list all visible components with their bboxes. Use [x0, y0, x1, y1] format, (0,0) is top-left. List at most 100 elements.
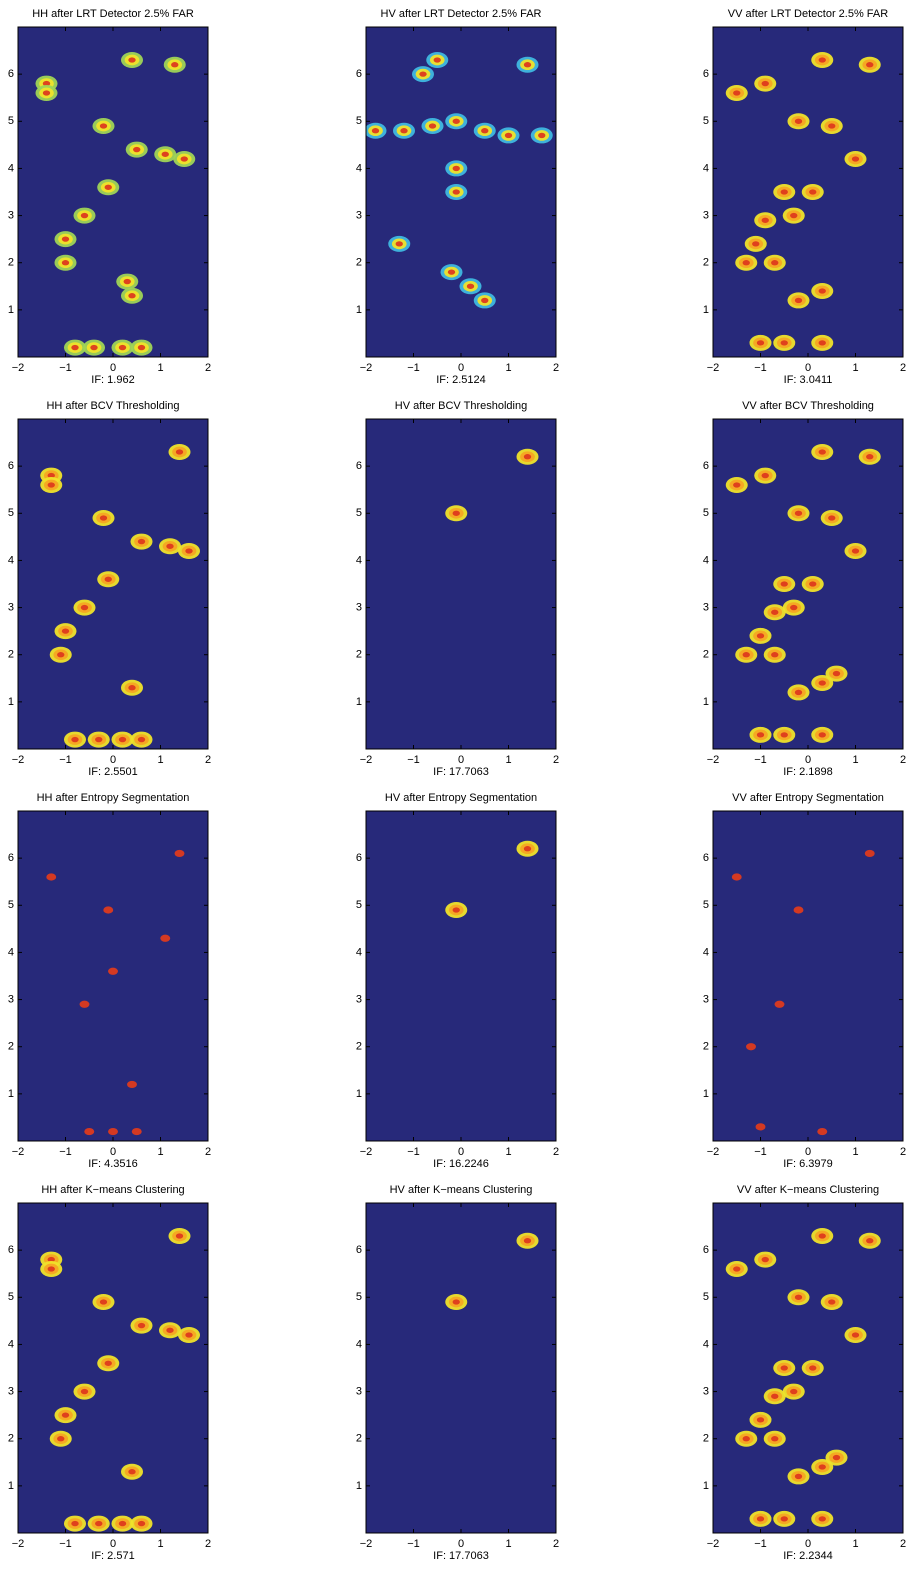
y-tick-label: 1 — [703, 696, 709, 708]
hot-spot — [453, 907, 460, 912]
x-tick-label: 2 — [205, 1538, 211, 1550]
hot-spot — [524, 62, 531, 67]
hot-spot — [819, 732, 826, 737]
hot-spot — [48, 482, 55, 487]
y-tick-label: 6 — [356, 68, 362, 80]
x-tick-label: 0 — [458, 1146, 464, 1158]
y-tick-label: 6 — [356, 460, 362, 472]
hot-spot — [138, 1323, 145, 1328]
y-tick-label: 5 — [703, 1291, 709, 1303]
panel-title: HH after BCV Thresholding — [46, 400, 179, 412]
y-tick-label: 2 — [8, 1433, 14, 1445]
hot-spot — [103, 906, 113, 913]
hot-spot — [781, 581, 788, 586]
hot-spot — [62, 236, 69, 241]
x-tick-label: −2 — [12, 1146, 25, 1158]
x-tick-label: 0 — [805, 1146, 811, 1158]
hot-spot — [819, 288, 826, 293]
hot-spot — [866, 1238, 873, 1243]
x-tick-label: −2 — [360, 1538, 373, 1550]
x-tick-label: 0 — [110, 754, 116, 766]
panel: HV after LRT Detector 2.5% FAR−2−1012123… — [356, 8, 559, 386]
x-tick-label: 0 — [458, 1538, 464, 1550]
hot-spot — [81, 213, 88, 218]
hot-spot — [743, 260, 750, 265]
y-tick-label: 3 — [703, 1385, 709, 1397]
panel-title: HV after BCV Thresholding — [395, 400, 527, 412]
hot-spot — [62, 1412, 69, 1417]
hot-spot — [781, 189, 788, 194]
x-tick-label: 1 — [505, 754, 511, 766]
plot-background — [366, 811, 556, 1141]
hot-spot — [819, 449, 826, 454]
hot-spot — [775, 1001, 785, 1008]
figure: HH after LRT Detector 2.5% FAR−2−1012123… — [0, 0, 921, 1584]
hot-spot — [95, 737, 102, 742]
hot-spot — [762, 218, 769, 223]
x-tick-label: 1 — [157, 754, 163, 766]
y-tick-label: 6 — [703, 460, 709, 472]
hot-spot — [795, 1474, 802, 1479]
y-tick-label: 1 — [8, 696, 14, 708]
hot-spot — [757, 1417, 764, 1422]
hot-spot — [809, 189, 816, 194]
hot-spot — [160, 935, 170, 942]
x-tick-label: −2 — [360, 362, 373, 374]
hot-spot — [467, 284, 474, 289]
plot-background — [366, 1203, 556, 1533]
y-tick-label: 2 — [356, 257, 362, 269]
hot-spot — [733, 90, 740, 95]
panel-title: VV after BCV Thresholding — [742, 400, 874, 412]
y-tick-label: 3 — [8, 993, 14, 1005]
x-tick-label: −2 — [360, 1146, 373, 1158]
y-tick-label: 1 — [356, 304, 362, 316]
y-tick-label: 4 — [703, 554, 709, 566]
hot-spot — [453, 119, 460, 124]
x-tick-label: −2 — [707, 362, 720, 374]
hot-spot — [746, 1043, 756, 1050]
x-axis-label: IF: 4.3516 — [88, 1158, 138, 1170]
y-tick-label: 5 — [8, 115, 14, 127]
x-tick-label: −2 — [707, 1146, 720, 1158]
x-axis-label: IF: 6.3979 — [783, 1158, 833, 1170]
x-tick-label: −1 — [754, 1538, 767, 1550]
hot-spot — [828, 515, 835, 520]
hot-spot — [119, 1521, 126, 1526]
x-tick-label: −2 — [12, 754, 25, 766]
x-axis-label: IF: 1.962 — [91, 374, 134, 386]
y-tick-label: 6 — [356, 1244, 362, 1256]
x-tick-label: 2 — [553, 362, 559, 374]
x-axis-label: IF: 2.2344 — [783, 1550, 833, 1562]
hot-spot — [448, 269, 455, 274]
y-tick-label: 6 — [356, 852, 362, 864]
y-tick-label: 2 — [8, 1041, 14, 1053]
x-tick-label: −2 — [12, 1538, 25, 1550]
hot-spot — [819, 680, 826, 685]
hot-spot — [57, 1436, 64, 1441]
x-tick-label: 2 — [205, 754, 211, 766]
x-tick-label: 2 — [900, 1146, 906, 1158]
hot-spot — [733, 482, 740, 487]
x-axis-label: IF: 2.5124 — [436, 374, 486, 386]
hot-spot — [119, 737, 126, 742]
x-tick-label: −1 — [754, 1146, 767, 1158]
y-tick-label: 3 — [703, 209, 709, 221]
x-tick-label: 2 — [900, 1538, 906, 1550]
x-tick-label: 1 — [505, 1538, 511, 1550]
hot-spot — [524, 1238, 531, 1243]
y-tick-label: 2 — [703, 1433, 709, 1445]
hot-spot — [43, 90, 50, 95]
x-tick-label: 1 — [505, 362, 511, 374]
x-axis-label: IF: 16.2246 — [433, 1158, 489, 1170]
panel-title: HV after K−means Clustering — [390, 1184, 533, 1196]
hot-spot — [762, 473, 769, 478]
panel: VV after LRT Detector 2.5% FAR−2−1012123… — [703, 8, 906, 386]
y-tick-label: 6 — [8, 460, 14, 472]
hot-spot — [71, 345, 78, 350]
x-tick-label: 2 — [205, 362, 211, 374]
hot-spot — [176, 449, 183, 454]
hot-spot — [865, 850, 875, 857]
hot-spot — [133, 147, 140, 152]
hot-spot — [84, 1128, 94, 1135]
x-tick-label: −1 — [59, 754, 72, 766]
